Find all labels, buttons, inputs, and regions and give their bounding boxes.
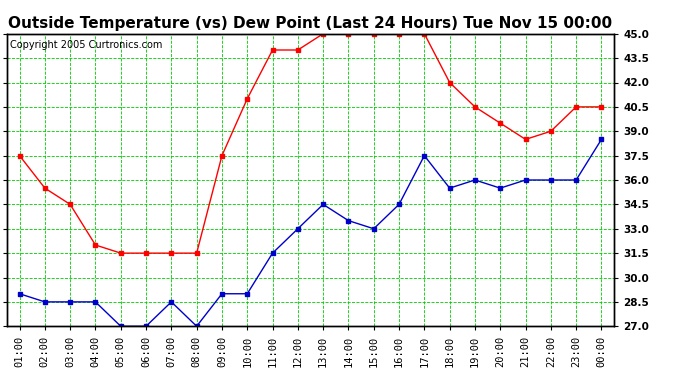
Title: Outside Temperature (vs) Dew Point (Last 24 Hours) Tue Nov 15 00:00: Outside Temperature (vs) Dew Point (Last… <box>8 16 613 31</box>
Text: Copyright 2005 Curtronics.com: Copyright 2005 Curtronics.com <box>10 40 162 50</box>
